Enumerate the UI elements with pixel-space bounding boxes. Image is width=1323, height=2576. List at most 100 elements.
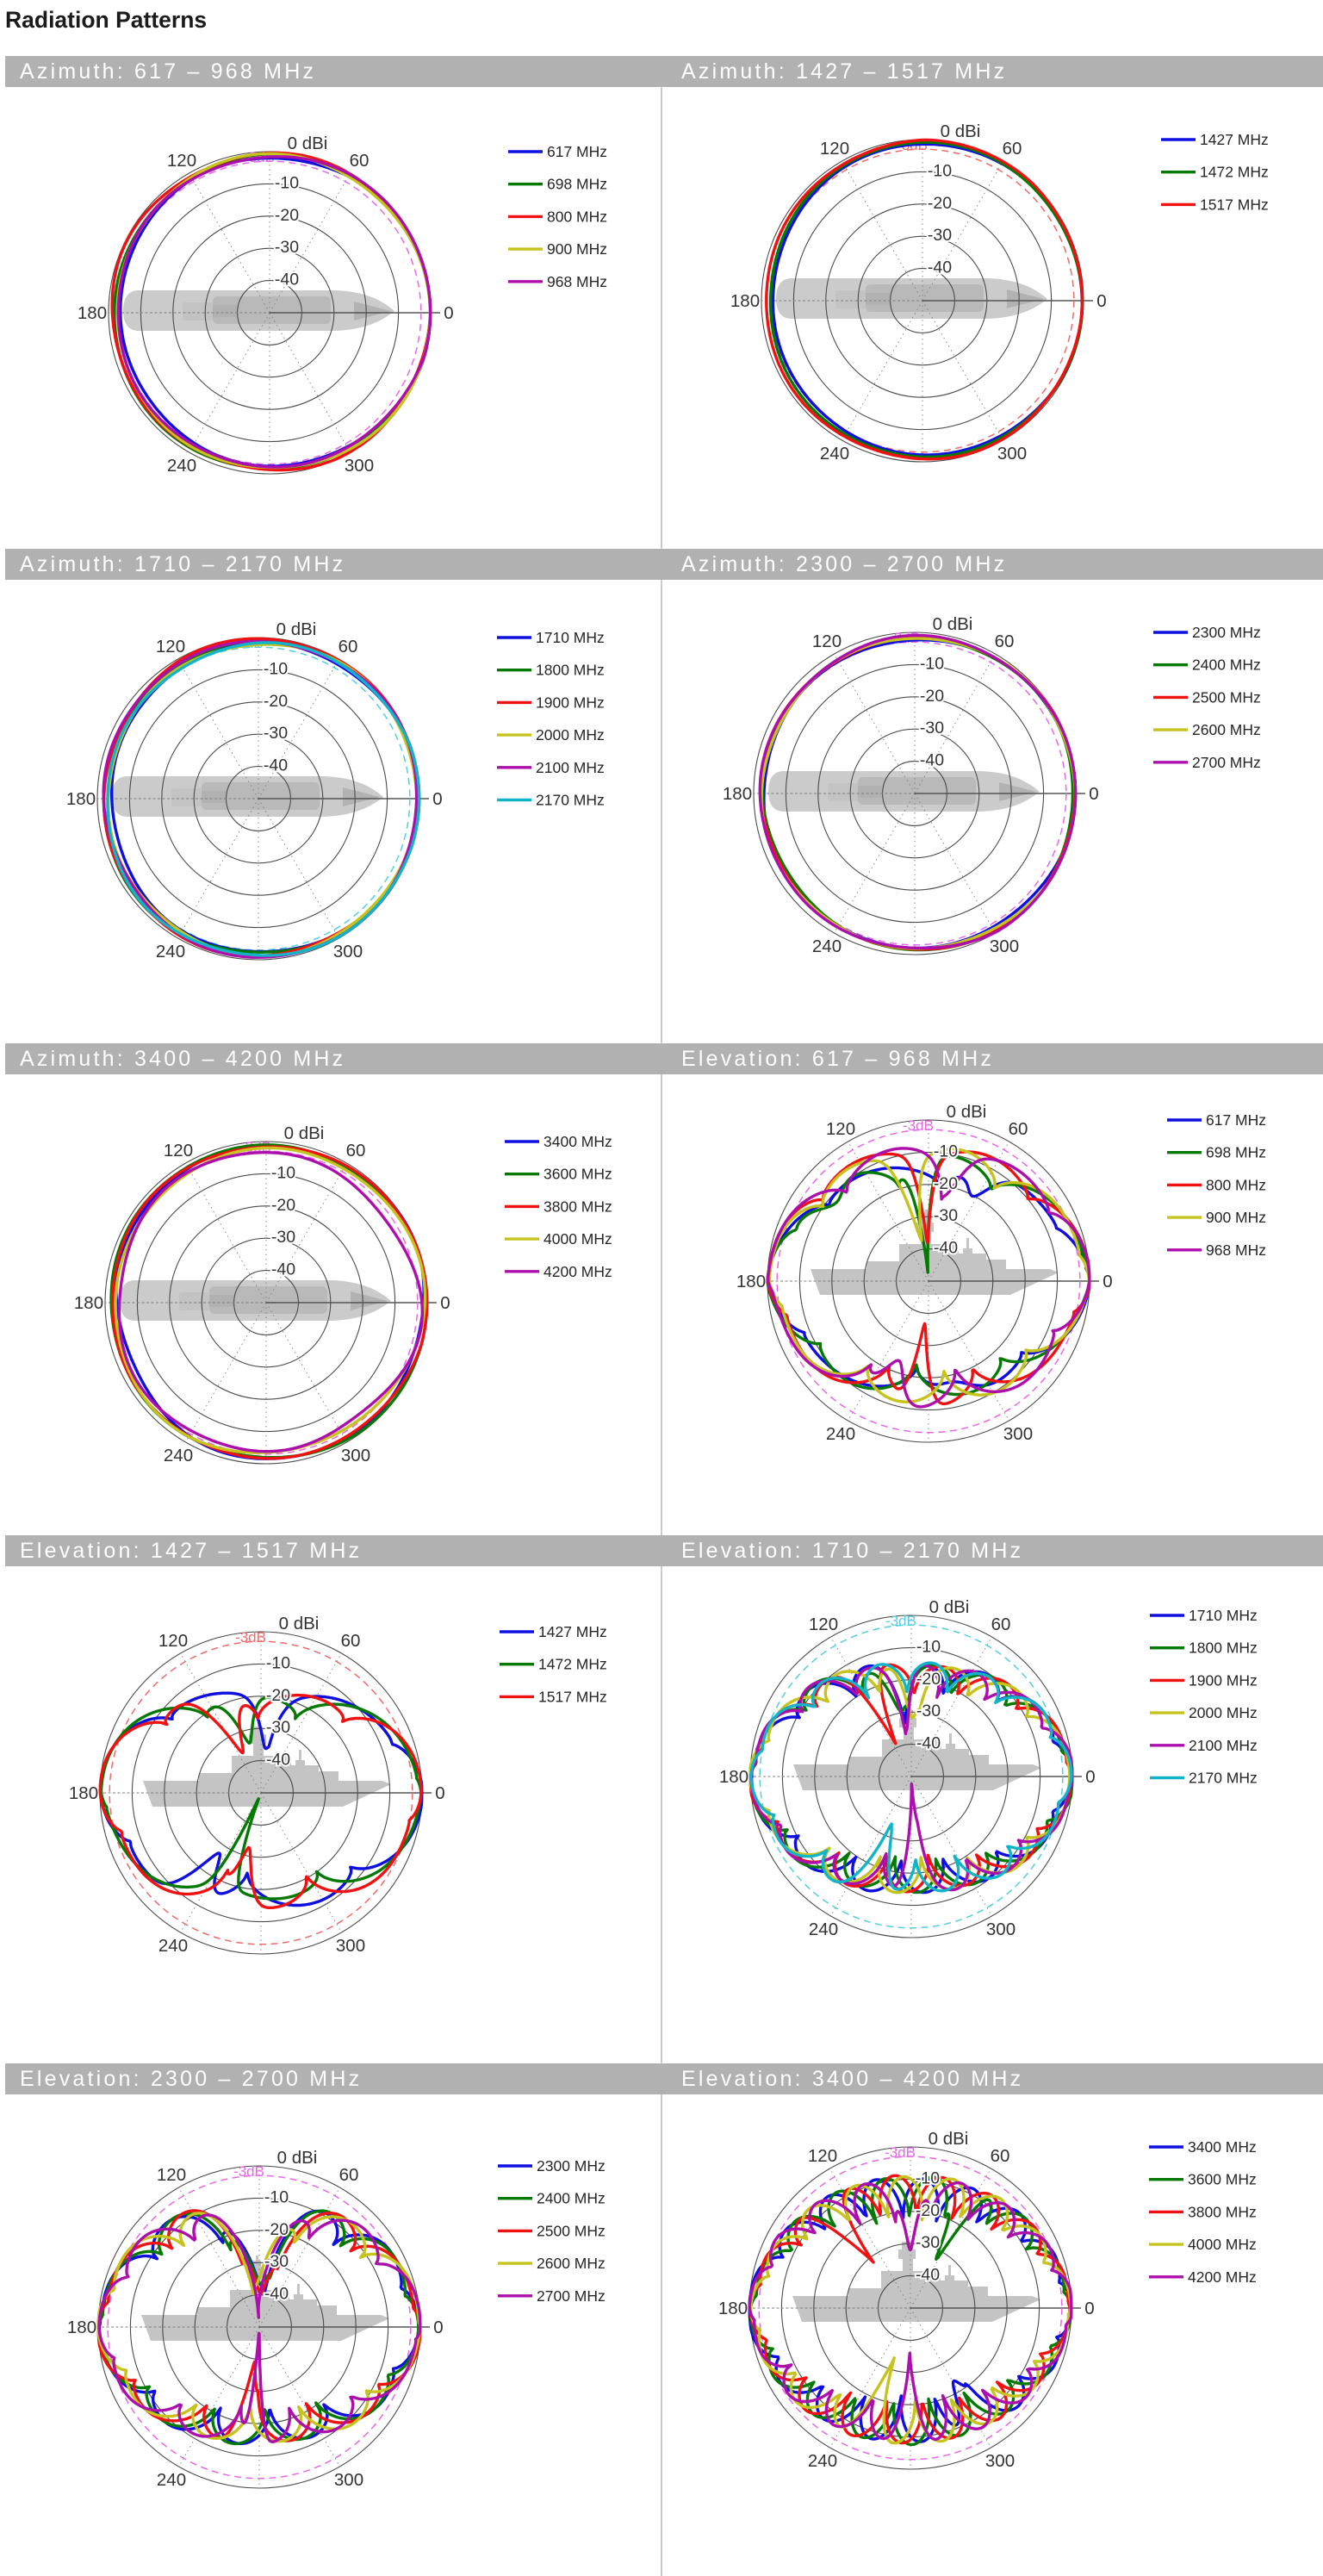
svg-text:240: 240 — [809, 1920, 838, 1939]
svg-text:60: 60 — [991, 2146, 1010, 2166]
svg-text:-20: -20 — [266, 1686, 290, 1705]
svg-text:60: 60 — [339, 637, 358, 656]
svg-text:-40: -40 — [264, 2285, 289, 2304]
svg-text:1472 MHz: 1472 MHz — [1200, 164, 1269, 181]
svg-text:-3dB: -3dB — [885, 1613, 916, 1629]
svg-text:1800 MHz: 1800 MHz — [536, 662, 605, 679]
svg-text:60: 60 — [346, 1141, 366, 1160]
svg-text:180: 180 — [723, 784, 752, 804]
svg-text:120: 120 — [826, 1119, 855, 1139]
svg-text:968 MHz: 968 MHz — [1206, 1241, 1266, 1259]
svg-text:-20: -20 — [928, 194, 952, 213]
svg-text:60: 60 — [350, 151, 370, 171]
svg-text:0: 0 — [1096, 291, 1106, 311]
svg-text:-10: -10 — [920, 654, 944, 673]
svg-text:-10: -10 — [271, 1163, 295, 1182]
svg-text:-40: -40 — [920, 751, 944, 770]
svg-text:-30: -30 — [275, 238, 299, 257]
svg-text:-20: -20 — [934, 1174, 958, 1193]
svg-text:0: 0 — [1102, 1272, 1112, 1291]
svg-text:300: 300 — [333, 942, 363, 961]
svg-text:-10: -10 — [264, 659, 288, 678]
svg-text:-40: -40 — [264, 756, 288, 775]
svg-text:-10: -10 — [916, 2168, 940, 2187]
svg-text:0: 0 — [432, 789, 442, 809]
svg-text:-10: -10 — [916, 1637, 941, 1656]
svg-text:0 dBi: 0 dBi — [288, 134, 328, 153]
svg-text:180: 180 — [730, 291, 760, 311]
svg-text:2400 MHz: 2400 MHz — [1192, 656, 1261, 674]
svg-text:0 dBi: 0 dBi — [941, 121, 981, 141]
svg-text:-30: -30 — [264, 724, 288, 743]
svg-text:3800 MHz: 3800 MHz — [543, 1198, 612, 1215]
svg-text:120: 120 — [808, 2146, 837, 2166]
svg-text:-40: -40 — [916, 1734, 941, 1753]
svg-text:-10: -10 — [264, 2187, 289, 2206]
svg-text:2700 MHz: 2700 MHz — [1192, 754, 1261, 771]
svg-text:2000 MHz: 2000 MHz — [1189, 1704, 1258, 1721]
svg-text:60: 60 — [995, 632, 1015, 651]
svg-text:-40: -40 — [934, 1239, 958, 1258]
svg-text:300: 300 — [345, 456, 374, 476]
svg-text:3400 MHz: 3400 MHz — [1188, 2138, 1257, 2156]
svg-text:698 MHz: 698 MHz — [1206, 1144, 1266, 1161]
svg-text:-20: -20 — [264, 692, 288, 711]
svg-text:240: 240 — [157, 2470, 186, 2490]
svg-text:2500 MHz: 2500 MHz — [1192, 688, 1261, 706]
svg-text:1427 MHz: 1427 MHz — [538, 1623, 607, 1640]
svg-text:0: 0 — [440, 1293, 450, 1313]
svg-text:800 MHz: 800 MHz — [1206, 1176, 1266, 1193]
svg-text:-30: -30 — [920, 719, 944, 737]
svg-text:240: 240 — [826, 1424, 855, 1444]
svg-text:-3dB: -3dB — [885, 2144, 916, 2161]
svg-text:120: 120 — [157, 2165, 186, 2185]
svg-text:120: 120 — [164, 1141, 193, 1160]
svg-text:1710 MHz: 1710 MHz — [1189, 1607, 1258, 1624]
svg-text:2100 MHz: 2100 MHz — [536, 759, 605, 776]
svg-text:0: 0 — [1084, 2299, 1094, 2318]
svg-text:0 dBi: 0 dBi — [929, 2129, 969, 2149]
svg-text:-20: -20 — [916, 1670, 941, 1689]
svg-text:800 MHz: 800 MHz — [547, 208, 607, 225]
svg-text:617 MHz: 617 MHz — [1206, 1111, 1266, 1129]
svg-text:180: 180 — [718, 2299, 748, 2318]
svg-text:-10: -10 — [275, 173, 299, 192]
svg-text:300: 300 — [334, 2470, 363, 2490]
svg-text:300: 300 — [341, 1446, 370, 1465]
svg-text:240: 240 — [158, 1936, 188, 1956]
svg-text:4200 MHz: 4200 MHz — [1188, 2268, 1257, 2286]
svg-text:-10: -10 — [266, 1653, 290, 1672]
svg-text:-10: -10 — [928, 161, 952, 180]
svg-text:2300 MHz: 2300 MHz — [1192, 624, 1261, 641]
svg-text:60: 60 — [1009, 1119, 1028, 1139]
svg-text:300: 300 — [997, 444, 1027, 464]
svg-text:300: 300 — [336, 1936, 365, 1956]
svg-text:-30: -30 — [916, 1702, 941, 1720]
svg-text:300: 300 — [985, 2451, 1015, 2471]
svg-text:120: 120 — [167, 151, 196, 171]
svg-text:2700 MHz: 2700 MHz — [537, 2287, 606, 2305]
svg-text:-20: -20 — [916, 2201, 940, 2220]
svg-text:240: 240 — [820, 444, 849, 464]
svg-text:3600 MHz: 3600 MHz — [543, 1166, 612, 1183]
svg-text:300: 300 — [986, 1920, 1016, 1939]
svg-text:180: 180 — [736, 1272, 766, 1291]
svg-text:180: 180 — [66, 789, 96, 809]
svg-text:180: 180 — [67, 2318, 96, 2337]
svg-text:240: 240 — [808, 2451, 837, 2471]
svg-text:0 dBi: 0 dBi — [277, 2148, 318, 2168]
svg-text:180: 180 — [78, 303, 107, 323]
svg-text:0 dBi: 0 dBi — [933, 614, 973, 634]
svg-text:240: 240 — [812, 936, 842, 956]
svg-text:3800 MHz: 3800 MHz — [1188, 2203, 1257, 2220]
svg-text:60: 60 — [341, 1631, 361, 1651]
svg-text:-40: -40 — [266, 1751, 290, 1770]
svg-text:120: 120 — [809, 1615, 838, 1634]
svg-text:0: 0 — [433, 2318, 443, 2337]
svg-text:3400 MHz: 3400 MHz — [543, 1133, 612, 1150]
svg-text:1800 MHz: 1800 MHz — [1189, 1640, 1258, 1657]
svg-text:0 dBi: 0 dBi — [947, 1102, 987, 1122]
svg-text:-3dB: -3dB — [903, 1117, 934, 1134]
svg-text:1427 MHz: 1427 MHz — [1200, 131, 1269, 148]
svg-text:2400 MHz: 2400 MHz — [537, 2190, 606, 2207]
